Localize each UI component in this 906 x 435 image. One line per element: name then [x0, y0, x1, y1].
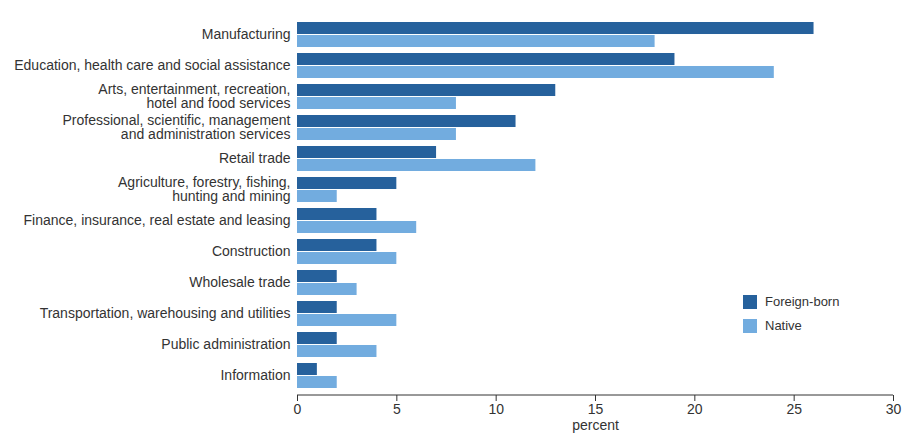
svg-text:Education, health care and soc: Education, health care and social assist…: [14, 57, 290, 73]
svg-text:Retail trade: Retail trade: [219, 150, 291, 166]
svg-text:0: 0: [294, 401, 302, 417]
svg-text:Wholesale trade: Wholesale trade: [189, 274, 290, 290]
svg-text:5: 5: [393, 401, 401, 417]
svg-text:Professional, scientific, mana: Professional, scientific, managementand …: [63, 112, 291, 142]
html-text:Native: Native: [765, 318, 802, 333]
svg-text:Information: Information: [220, 367, 290, 383]
svg-text:Public administration: Public administration: [161, 336, 290, 352]
svg-text:25: 25: [786, 401, 802, 417]
svg-text:15: 15: [588, 401, 604, 417]
svg-text:30: 30: [886, 401, 902, 417]
svg-text:Finance, insurance, real estat: Finance, insurance, real estate and leas…: [24, 212, 291, 228]
svg-text:10: 10: [488, 401, 504, 417]
svg-text:20: 20: [687, 401, 703, 417]
svg-text:Manufacturing: Manufacturing: [202, 26, 291, 42]
svg-text:percent: percent: [572, 417, 619, 433]
html-text:Foreign-born: Foreign-born: [765, 294, 840, 309]
svg-text:Agriculture, forestry, fishing: Agriculture, forestry, fishing,hunting a…: [118, 174, 290, 204]
svg-text:Arts, entertainment, recreatio: Arts, entertainment, recreation,hotel an…: [98, 81, 290, 111]
svg-text:Transportation, warehousing an: Transportation, warehousing and utilitie…: [40, 305, 291, 321]
svg-text:Construction: Construction: [212, 243, 291, 259]
